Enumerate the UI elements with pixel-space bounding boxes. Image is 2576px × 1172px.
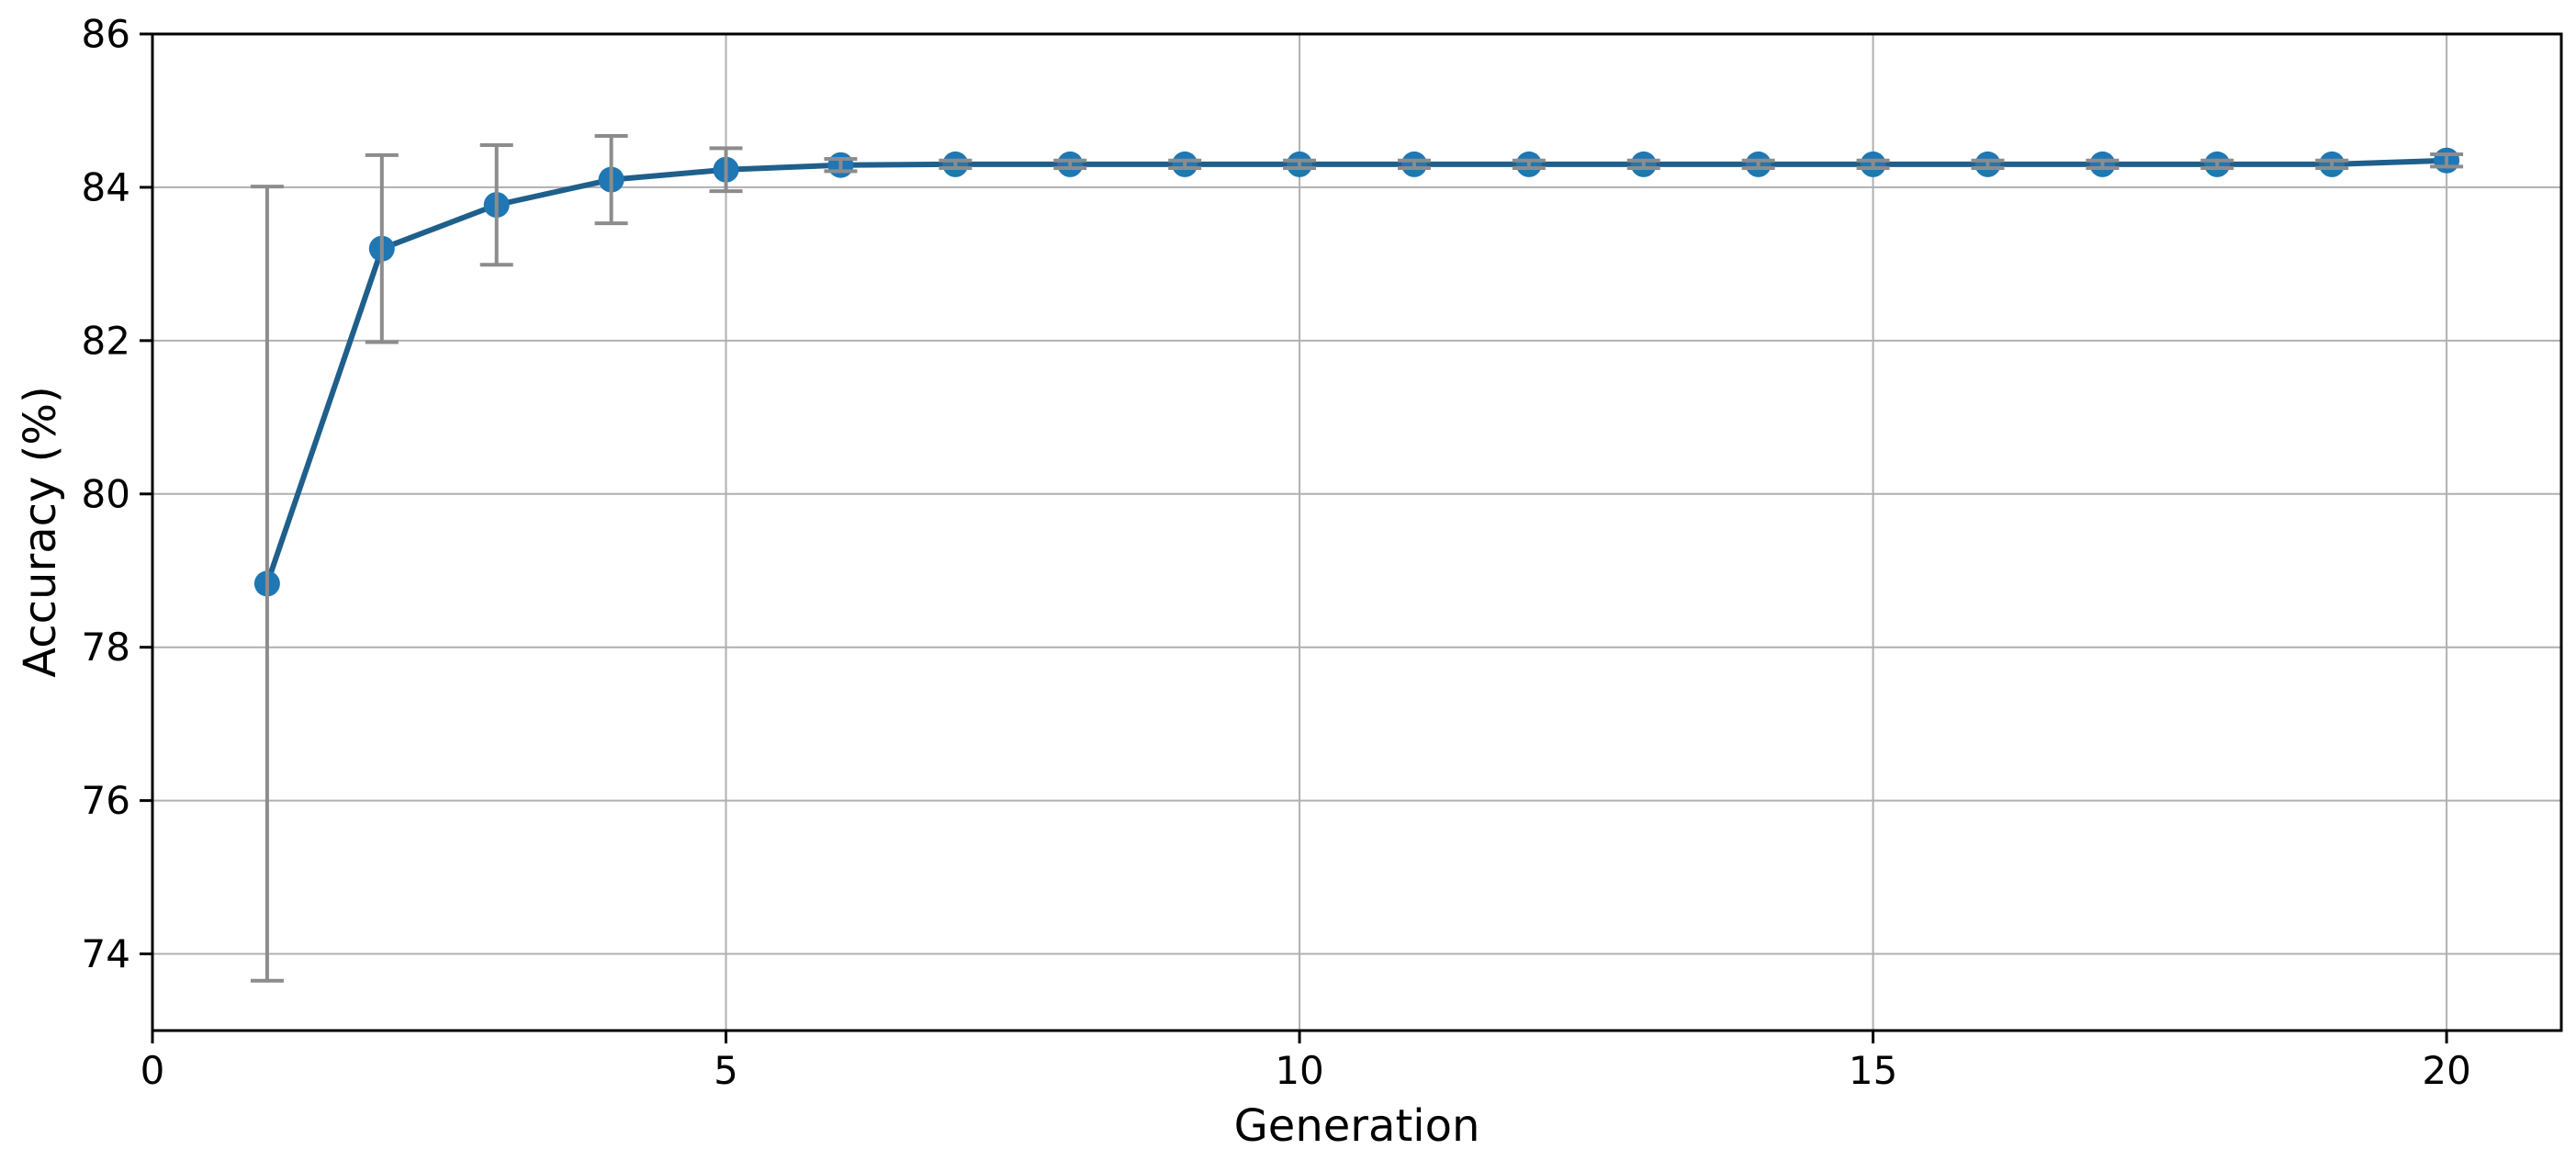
data-line	[264, 157, 2450, 587]
x-tick-label: 20	[2422, 1048, 2470, 1093]
y-tick-label: 74	[82, 931, 130, 976]
y-tick-label: 82	[82, 318, 130, 363]
y-axis-label: Accuracy (%)	[15, 386, 66, 678]
y-tick-label: 80	[82, 471, 130, 516]
x-tick-label: 0	[141, 1048, 165, 1093]
plot-border	[151, 32, 2563, 1032]
x-tick-label: 15	[1849, 1048, 1897, 1093]
x-tick-label: 10	[1275, 1048, 1323, 1093]
x-axis-label: Generation	[1233, 1100, 1480, 1152]
y-tick-label: 78	[82, 625, 130, 670]
x-tick-label: 5	[714, 1048, 738, 1093]
y-tick-label: 86	[82, 12, 130, 57]
y-tick-label: 76	[82, 778, 130, 823]
y-tick-label: 84	[82, 164, 130, 209]
